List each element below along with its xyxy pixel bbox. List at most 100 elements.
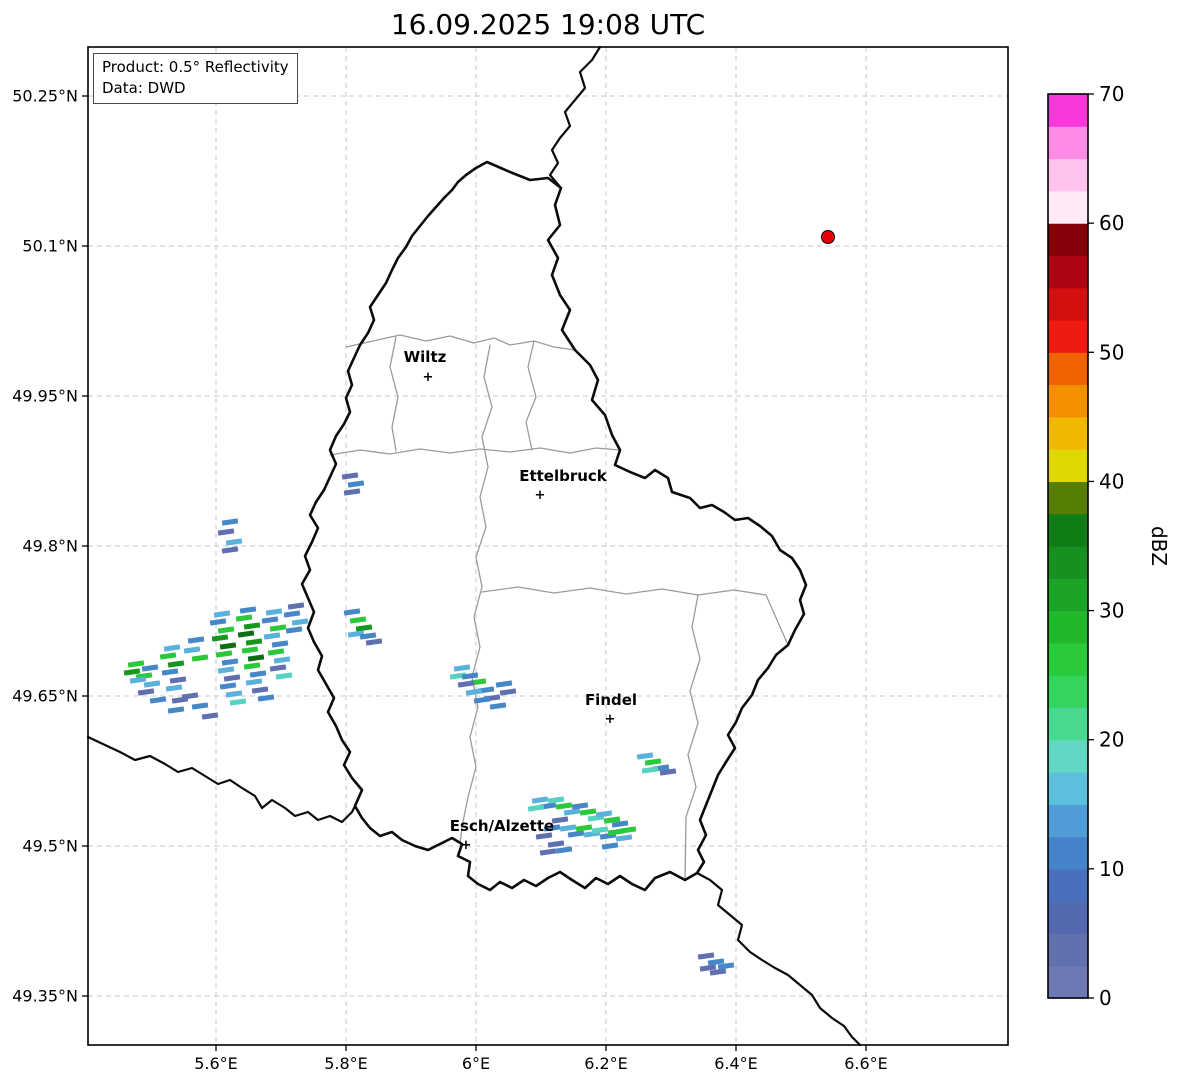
- radar-echo-bin: [453, 664, 471, 672]
- radar-echoes-group: [123, 472, 735, 976]
- neighbor-country-borders-group: [86, 45, 862, 1047]
- radar-echo-bin: [273, 656, 291, 664]
- radar-echo-bin: [269, 624, 287, 632]
- radar-echo-bin: [457, 680, 475, 688]
- radar-echo-bin: [571, 802, 589, 810]
- radar-site-dot-icon: [821, 230, 835, 244]
- radar-echo-bin: [473, 696, 491, 704]
- y-tick-label: 49.35°N: [12, 987, 78, 1006]
- radar-echo-bin: [187, 636, 205, 644]
- colorbar-tick-label: 60: [1099, 211, 1124, 235]
- radar-echo-bin: [539, 848, 557, 856]
- radar-echo-bin: [461, 672, 479, 680]
- radar-echo-bin: [499, 688, 517, 696]
- radar-echo-bin: [129, 676, 147, 684]
- radar-echo-bin: [149, 696, 167, 704]
- radar-echo-bin: [349, 616, 367, 624]
- radar-echo-bin: [221, 518, 239, 526]
- city-marker-icon: +: [423, 370, 434, 385]
- radar-echo-bin: [343, 608, 361, 616]
- radar-echo-bin: [547, 796, 565, 804]
- y-tick-label: 49.8°N: [22, 537, 78, 556]
- y-tick-label: 50.1°N: [22, 237, 78, 256]
- radar-echo-bin: [275, 672, 293, 680]
- radar-echo-bin: [137, 688, 155, 696]
- radar-echo-bin: [167, 706, 185, 714]
- radar-echo-bin: [636, 752, 654, 760]
- axis-ticks-group: 50.25°N 50.1°N 49.95°N 49.8°N 49.65°N 49.5°N 4…: [12, 87, 888, 1074]
- colorbar-tick-label: 50: [1099, 340, 1124, 364]
- radar-echo-bin: [283, 610, 301, 618]
- radar-echo-bin: [261, 616, 279, 624]
- gridlines-group: [88, 47, 1008, 1045]
- radar-echo-bin: [615, 834, 633, 842]
- radar-echo-bin: [221, 546, 239, 554]
- radar-echo-bin: [619, 826, 637, 834]
- radar-echo-bin: [291, 618, 309, 626]
- radar-echo-bin: [257, 694, 275, 702]
- radar-echo-bin: [449, 672, 467, 680]
- radar-echo-bin: [267, 648, 285, 656]
- radar-echo-bin: [221, 658, 239, 666]
- luxembourg-border: [300, 160, 808, 892]
- product-info-box: Product: 0.5° Reflectivity Data: DWD: [93, 53, 298, 104]
- radar-echo-bin: [263, 632, 281, 640]
- radar-echo-bin: [237, 630, 255, 638]
- x-tick-label: 6.4°E: [714, 1054, 758, 1073]
- colorbar-tick-label: 10: [1099, 857, 1124, 881]
- city-marker-icon: +: [535, 488, 546, 503]
- radar-echo-bin: [229, 698, 247, 706]
- radar-echo-bin: [217, 528, 235, 536]
- city-label: Findel: [585, 691, 637, 709]
- radar-echo-bin: [191, 702, 209, 710]
- radar-echo-bin: [527, 804, 545, 812]
- colorbar-tick-label: 40: [1099, 469, 1124, 493]
- x-tick-label: 5.8°E: [324, 1054, 368, 1073]
- district-borders-group: [329, 334, 789, 881]
- radar-echo-bin: [209, 618, 227, 626]
- radar-echo-bin: [161, 668, 179, 676]
- radar-echo-bin: [707, 958, 725, 966]
- radar-echo-bin: [285, 626, 303, 634]
- radar-echo-bin: [644, 758, 662, 766]
- radar-echo-bin: [271, 640, 289, 648]
- radar-echo-bin: [347, 480, 365, 488]
- radar-echo-bin: [465, 688, 483, 696]
- radar-echo-bin: [249, 670, 267, 678]
- x-tick-label: 6°E: [462, 1054, 490, 1073]
- colorbar: 0 10 20 30 40 50 60 70 dBZ: [1047, 82, 1171, 1010]
- radar-echo-bin: [223, 674, 241, 682]
- x-tick-label: 6.2°E: [584, 1054, 628, 1073]
- colorbar-unit-label: dBZ: [1147, 526, 1171, 566]
- radar-echo-bin: [575, 824, 593, 832]
- radar-echo-bin: [365, 638, 383, 646]
- radar-echo-bin: [641, 766, 659, 774]
- y-tick-label: 49.5°N: [22, 837, 78, 856]
- radar-echo-bin: [213, 610, 231, 618]
- radar-echo-bin: [611, 820, 629, 828]
- radar-echo-bin: [235, 614, 253, 622]
- radar-echo-bin: [245, 678, 263, 686]
- radar-echo-bin: [141, 664, 159, 672]
- radar-echo-bin: [191, 654, 209, 662]
- radar-echo-bin: [567, 830, 585, 838]
- radar-echo-bin: [563, 808, 581, 816]
- radar-echo-bin: [287, 602, 305, 610]
- radar-echo-bin: [225, 538, 243, 546]
- radar-echo-bin: [127, 660, 145, 668]
- radar-echo-bin: [225, 690, 243, 698]
- colorbar-tick-label: 0: [1099, 986, 1112, 1010]
- radar-echo-bin: [343, 488, 361, 496]
- colorbar-tick-label: 30: [1099, 599, 1124, 623]
- radar-echo-bin: [143, 680, 161, 688]
- y-tick-label: 49.95°N: [12, 387, 78, 406]
- radar-echo-bin: [217, 626, 235, 634]
- radar-echo-bin: [181, 692, 199, 700]
- city-label: Ettelbruck: [519, 467, 608, 485]
- radar-echo-bin: [535, 832, 553, 840]
- radar-echo-bin: [239, 606, 257, 614]
- city-label: Wiltz: [404, 348, 447, 366]
- radar-echo-bin: [165, 684, 183, 692]
